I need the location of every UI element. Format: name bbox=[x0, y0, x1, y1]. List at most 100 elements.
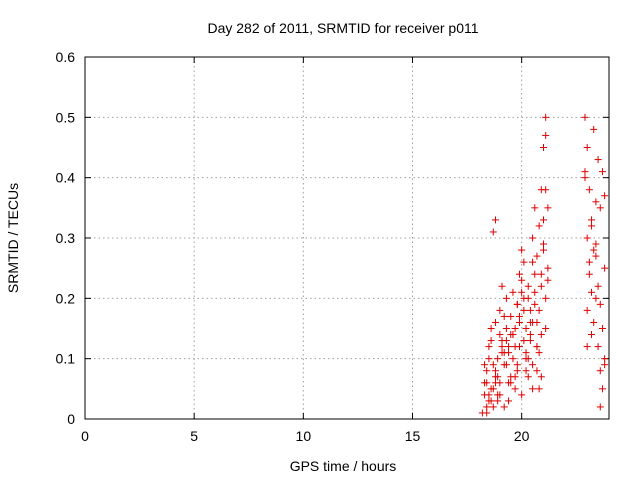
data-points bbox=[478, 113, 609, 417]
data-point bbox=[524, 294, 532, 302]
data-point bbox=[481, 361, 489, 369]
y-tick-label: 0.2 bbox=[56, 290, 76, 306]
data-point bbox=[513, 300, 521, 308]
data-point bbox=[590, 318, 598, 326]
data-point bbox=[535, 385, 543, 393]
data-point bbox=[491, 367, 499, 375]
data-point bbox=[529, 234, 537, 242]
data-point bbox=[505, 397, 513, 405]
data-point bbox=[592, 198, 600, 206]
data-point bbox=[544, 264, 552, 272]
data-point bbox=[489, 361, 497, 369]
data-point bbox=[601, 361, 609, 369]
data-point bbox=[583, 306, 591, 314]
data-point bbox=[522, 367, 530, 375]
data-point bbox=[520, 306, 528, 314]
data-point bbox=[522, 325, 530, 332]
data-point bbox=[592, 252, 600, 260]
data-point bbox=[594, 282, 602, 290]
x-tick-label: 15 bbox=[405, 428, 421, 444]
y-tick-labels: 0 0.1 0.2 0.3 0.4 0.5 0.6 bbox=[56, 49, 76, 427]
x-tick-label: 5 bbox=[190, 428, 198, 444]
data-point bbox=[588, 222, 596, 230]
data-point bbox=[529, 258, 537, 266]
data-point bbox=[542, 131, 550, 139]
data-point bbox=[537, 373, 545, 381]
data-point bbox=[592, 240, 600, 248]
data-point bbox=[520, 258, 528, 266]
data-point bbox=[513, 367, 521, 375]
data-point bbox=[540, 216, 547, 224]
data-point bbox=[485, 355, 493, 363]
data-point bbox=[601, 192, 609, 200]
data-point bbox=[596, 403, 604, 411]
data-point bbox=[526, 331, 534, 339]
data-point bbox=[581, 168, 589, 176]
data-point bbox=[485, 391, 493, 399]
data-point bbox=[590, 246, 598, 254]
data-point bbox=[522, 355, 530, 363]
x-axis-label: GPS time / hours bbox=[290, 458, 397, 474]
data-point bbox=[533, 252, 541, 260]
data-point bbox=[531, 204, 539, 212]
data-point bbox=[581, 113, 589, 121]
x-tick-labels: 0 5 10 15 20 bbox=[81, 428, 530, 444]
x-tick-label: 20 bbox=[514, 428, 530, 444]
data-point bbox=[502, 337, 510, 345]
data-point bbox=[511, 385, 519, 393]
y-axis-label: SRMTID / TECUs bbox=[5, 183, 21, 293]
data-point bbox=[505, 343, 513, 351]
y-tick-label: 0.5 bbox=[56, 109, 76, 125]
data-point bbox=[513, 361, 521, 369]
data-point bbox=[540, 246, 547, 254]
data-point bbox=[522, 349, 530, 357]
y-tick-label: 0.6 bbox=[56, 49, 76, 65]
data-point bbox=[515, 343, 523, 351]
data-point bbox=[524, 373, 532, 381]
data-point bbox=[515, 312, 523, 320]
data-point bbox=[537, 282, 545, 290]
data-point bbox=[515, 318, 523, 326]
data-point bbox=[518, 391, 526, 399]
data-point bbox=[529, 361, 537, 369]
data-point bbox=[509, 288, 517, 296]
data-point bbox=[511, 373, 519, 381]
data-point bbox=[585, 258, 593, 266]
data-point bbox=[491, 373, 499, 381]
data-point bbox=[491, 318, 499, 326]
chart-title: Day 282 of 2011, SRMTID for receiver p01… bbox=[207, 20, 478, 36]
data-point bbox=[588, 288, 596, 296]
data-point bbox=[542, 325, 550, 332]
data-point bbox=[491, 216, 499, 224]
data-point bbox=[487, 337, 495, 345]
data-point bbox=[518, 276, 526, 284]
data-point bbox=[498, 343, 506, 351]
data-point bbox=[511, 325, 519, 332]
data-point bbox=[524, 282, 532, 290]
data-point bbox=[487, 325, 495, 332]
data-point bbox=[542, 294, 550, 302]
data-point bbox=[496, 331, 504, 339]
data-point bbox=[494, 355, 502, 363]
data-point bbox=[592, 294, 600, 302]
data-point bbox=[518, 246, 526, 254]
data-point bbox=[526, 337, 534, 345]
data-point bbox=[590, 125, 598, 133]
data-point bbox=[505, 379, 513, 387]
data-point bbox=[515, 270, 523, 278]
data-point bbox=[502, 361, 510, 369]
data-point bbox=[583, 343, 591, 351]
data-point bbox=[535, 306, 543, 314]
y-tick-label: 0.1 bbox=[56, 351, 76, 367]
data-point bbox=[526, 306, 534, 314]
data-point bbox=[540, 240, 547, 248]
data-point bbox=[481, 379, 489, 387]
data-point bbox=[535, 222, 543, 230]
data-point bbox=[583, 234, 591, 242]
data-point bbox=[531, 288, 539, 296]
data-point bbox=[594, 343, 602, 351]
data-point bbox=[596, 204, 604, 212]
data-point bbox=[500, 312, 508, 320]
axis-ticks bbox=[84, 56, 609, 420]
